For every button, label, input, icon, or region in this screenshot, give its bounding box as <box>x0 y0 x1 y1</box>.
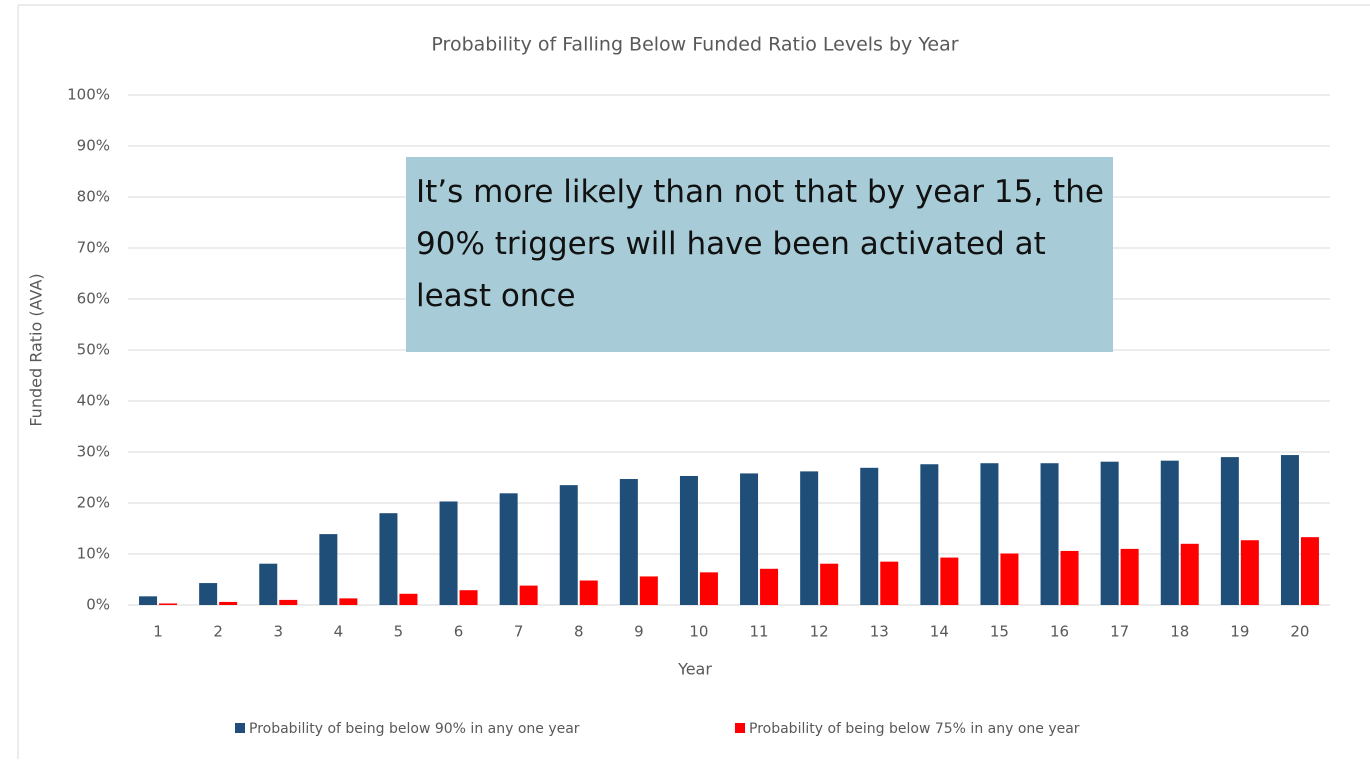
bar <box>880 561 899 605</box>
bar <box>619 479 638 605</box>
x-tick-label: 8 <box>574 623 584 641</box>
y-tick-label: 50% <box>77 341 110 359</box>
bar <box>740 473 759 605</box>
bar <box>800 471 819 605</box>
y-tick-label: 90% <box>77 137 110 155</box>
bar <box>439 501 458 605</box>
x-tick-label: 12 <box>810 623 829 641</box>
y-tick-label: 80% <box>77 188 110 206</box>
bar <box>559 485 578 605</box>
x-tick-label: 14 <box>930 623 949 641</box>
y-tick-label: 0% <box>86 596 110 614</box>
bar <box>699 572 718 605</box>
x-tick-label: 4 <box>334 623 344 641</box>
x-tick-label: 5 <box>394 623 404 641</box>
bar <box>1040 463 1059 605</box>
x-tick-label: 15 <box>990 623 1009 641</box>
bar <box>1300 537 1319 605</box>
bar <box>259 563 278 605</box>
bar <box>339 598 358 605</box>
x-tick-label: 6 <box>454 623 464 641</box>
bar <box>639 576 658 605</box>
bar <box>579 580 598 605</box>
bar <box>1000 553 1019 605</box>
x-tick-label: 17 <box>1110 623 1129 641</box>
annotation: It’s more likely than not that by year 1… <box>416 174 1104 314</box>
x-tick-label: 13 <box>870 623 889 641</box>
x-tick-label: 20 <box>1290 623 1309 641</box>
bar <box>820 563 839 605</box>
y-tick-label: 100% <box>67 86 110 104</box>
bar <box>760 568 779 605</box>
bar <box>319 534 338 605</box>
bar <box>679 475 698 605</box>
bar <box>139 596 158 605</box>
bar <box>499 493 518 605</box>
y-tick-label: 40% <box>77 392 110 410</box>
x-tick-label: 1 <box>153 623 163 641</box>
bar <box>1280 455 1299 605</box>
x-tick-label: 7 <box>514 623 524 641</box>
bar <box>399 593 418 605</box>
x-tick-label: 2 <box>213 623 223 641</box>
bar <box>519 585 538 605</box>
y-tick-label: 10% <box>77 545 110 563</box>
legend-label: Probability of being below 90% in any on… <box>249 721 580 737</box>
legend-label: Probability of being below 75% in any on… <box>749 721 1080 737</box>
x-tick-label: 3 <box>273 623 283 641</box>
bar <box>1120 548 1139 605</box>
chart-title: Probability of Falling Below Funded Rati… <box>431 34 958 56</box>
x-tick-label: 19 <box>1230 623 1249 641</box>
x-tick-label: 16 <box>1050 623 1069 641</box>
bar <box>199 583 218 605</box>
legend-swatch <box>735 723 745 733</box>
x-axis-label: Year <box>677 660 712 679</box>
bar <box>940 557 959 605</box>
x-tick-label: 18 <box>1170 623 1189 641</box>
bar <box>1220 457 1239 605</box>
bar <box>219 601 238 605</box>
y-tick-label: 30% <box>77 443 110 461</box>
x-tick-label: 11 <box>750 623 769 641</box>
bar <box>1180 543 1199 605</box>
y-tick-label: 70% <box>77 239 110 257</box>
bar <box>1240 540 1259 605</box>
bar <box>860 467 879 605</box>
bar <box>1160 460 1179 605</box>
annotation-holder: It’s more likely than not that by year 1… <box>416 174 1104 314</box>
bar <box>1060 550 1079 605</box>
legend: Probability of being below 90% in any on… <box>235 721 1080 737</box>
bar <box>279 599 298 605</box>
bar <box>379 513 398 605</box>
y-tick-label: 60% <box>77 290 110 308</box>
x-tick-label: 9 <box>634 623 644 641</box>
bar <box>920 464 939 605</box>
bar <box>980 463 999 605</box>
x-tick-label: 10 <box>689 623 708 641</box>
bar <box>159 603 178 605</box>
y-tick-label: 20% <box>77 494 110 512</box>
bar <box>1100 461 1119 605</box>
annotation-box <box>406 157 1113 352</box>
legend-swatch <box>235 723 245 733</box>
y-axis-label: Funded Ratio (AVA) <box>27 273 46 426</box>
bar <box>459 590 478 605</box>
